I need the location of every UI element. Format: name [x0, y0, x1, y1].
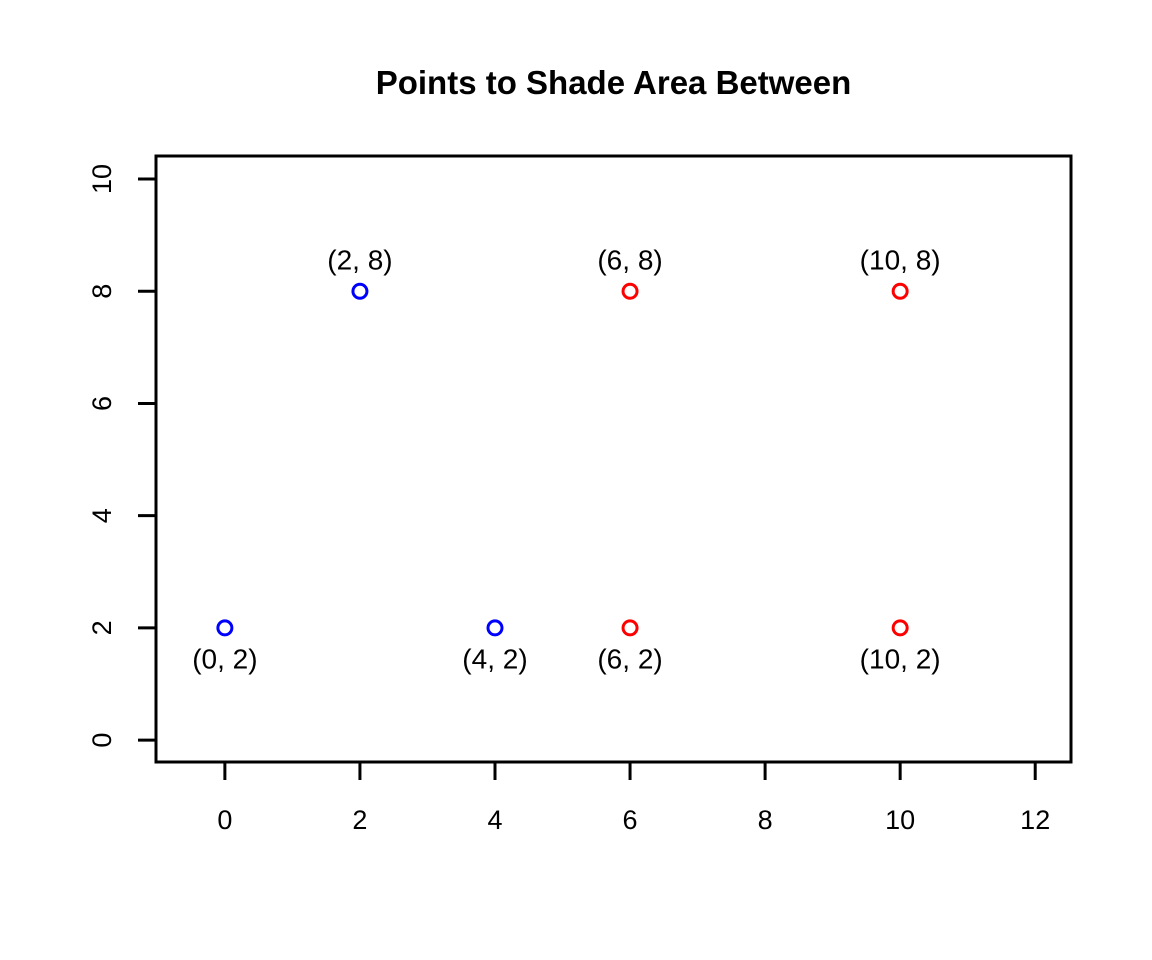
- y-axis-tick-label: 10: [87, 164, 117, 194]
- y-axis-tick-label: 4: [87, 508, 117, 523]
- point-label: (0, 2): [192, 643, 257, 674]
- y-axis-tick-label: 2: [87, 620, 117, 635]
- y-axis-tick-label: 0: [87, 733, 117, 748]
- x-axis-tick-label: 4: [487, 805, 502, 835]
- data-point: [621, 619, 639, 637]
- point-label: (4, 2): [462, 643, 527, 674]
- y-axis-tick-label: 6: [87, 396, 117, 411]
- y-axis-tick-label: 8: [87, 284, 117, 299]
- data-point: [486, 619, 504, 637]
- x-axis-tick-label: 6: [623, 805, 638, 835]
- x-axis-tick-label: 2: [352, 805, 367, 835]
- chart-title: Points to Shade Area Between: [375, 64, 852, 101]
- point-label: (6, 2): [597, 643, 662, 674]
- point-label: (10, 8): [860, 245, 941, 276]
- data-point: [216, 619, 234, 637]
- point-label: (2, 8): [327, 245, 392, 276]
- x-axis-tick-label: 10: [885, 805, 915, 835]
- data-point: [891, 619, 909, 637]
- x-axis-tick-label: 12: [1020, 805, 1050, 835]
- plot-box: [154, 154, 1073, 764]
- x-axis-tick-label: 8: [758, 805, 773, 835]
- data-point: [351, 282, 369, 300]
- data-point: [621, 282, 639, 300]
- point-label: (10, 2): [860, 643, 941, 674]
- point-label: (6, 8): [597, 245, 662, 276]
- x-axis-tick-label: 0: [217, 805, 232, 835]
- data-point: [891, 282, 909, 300]
